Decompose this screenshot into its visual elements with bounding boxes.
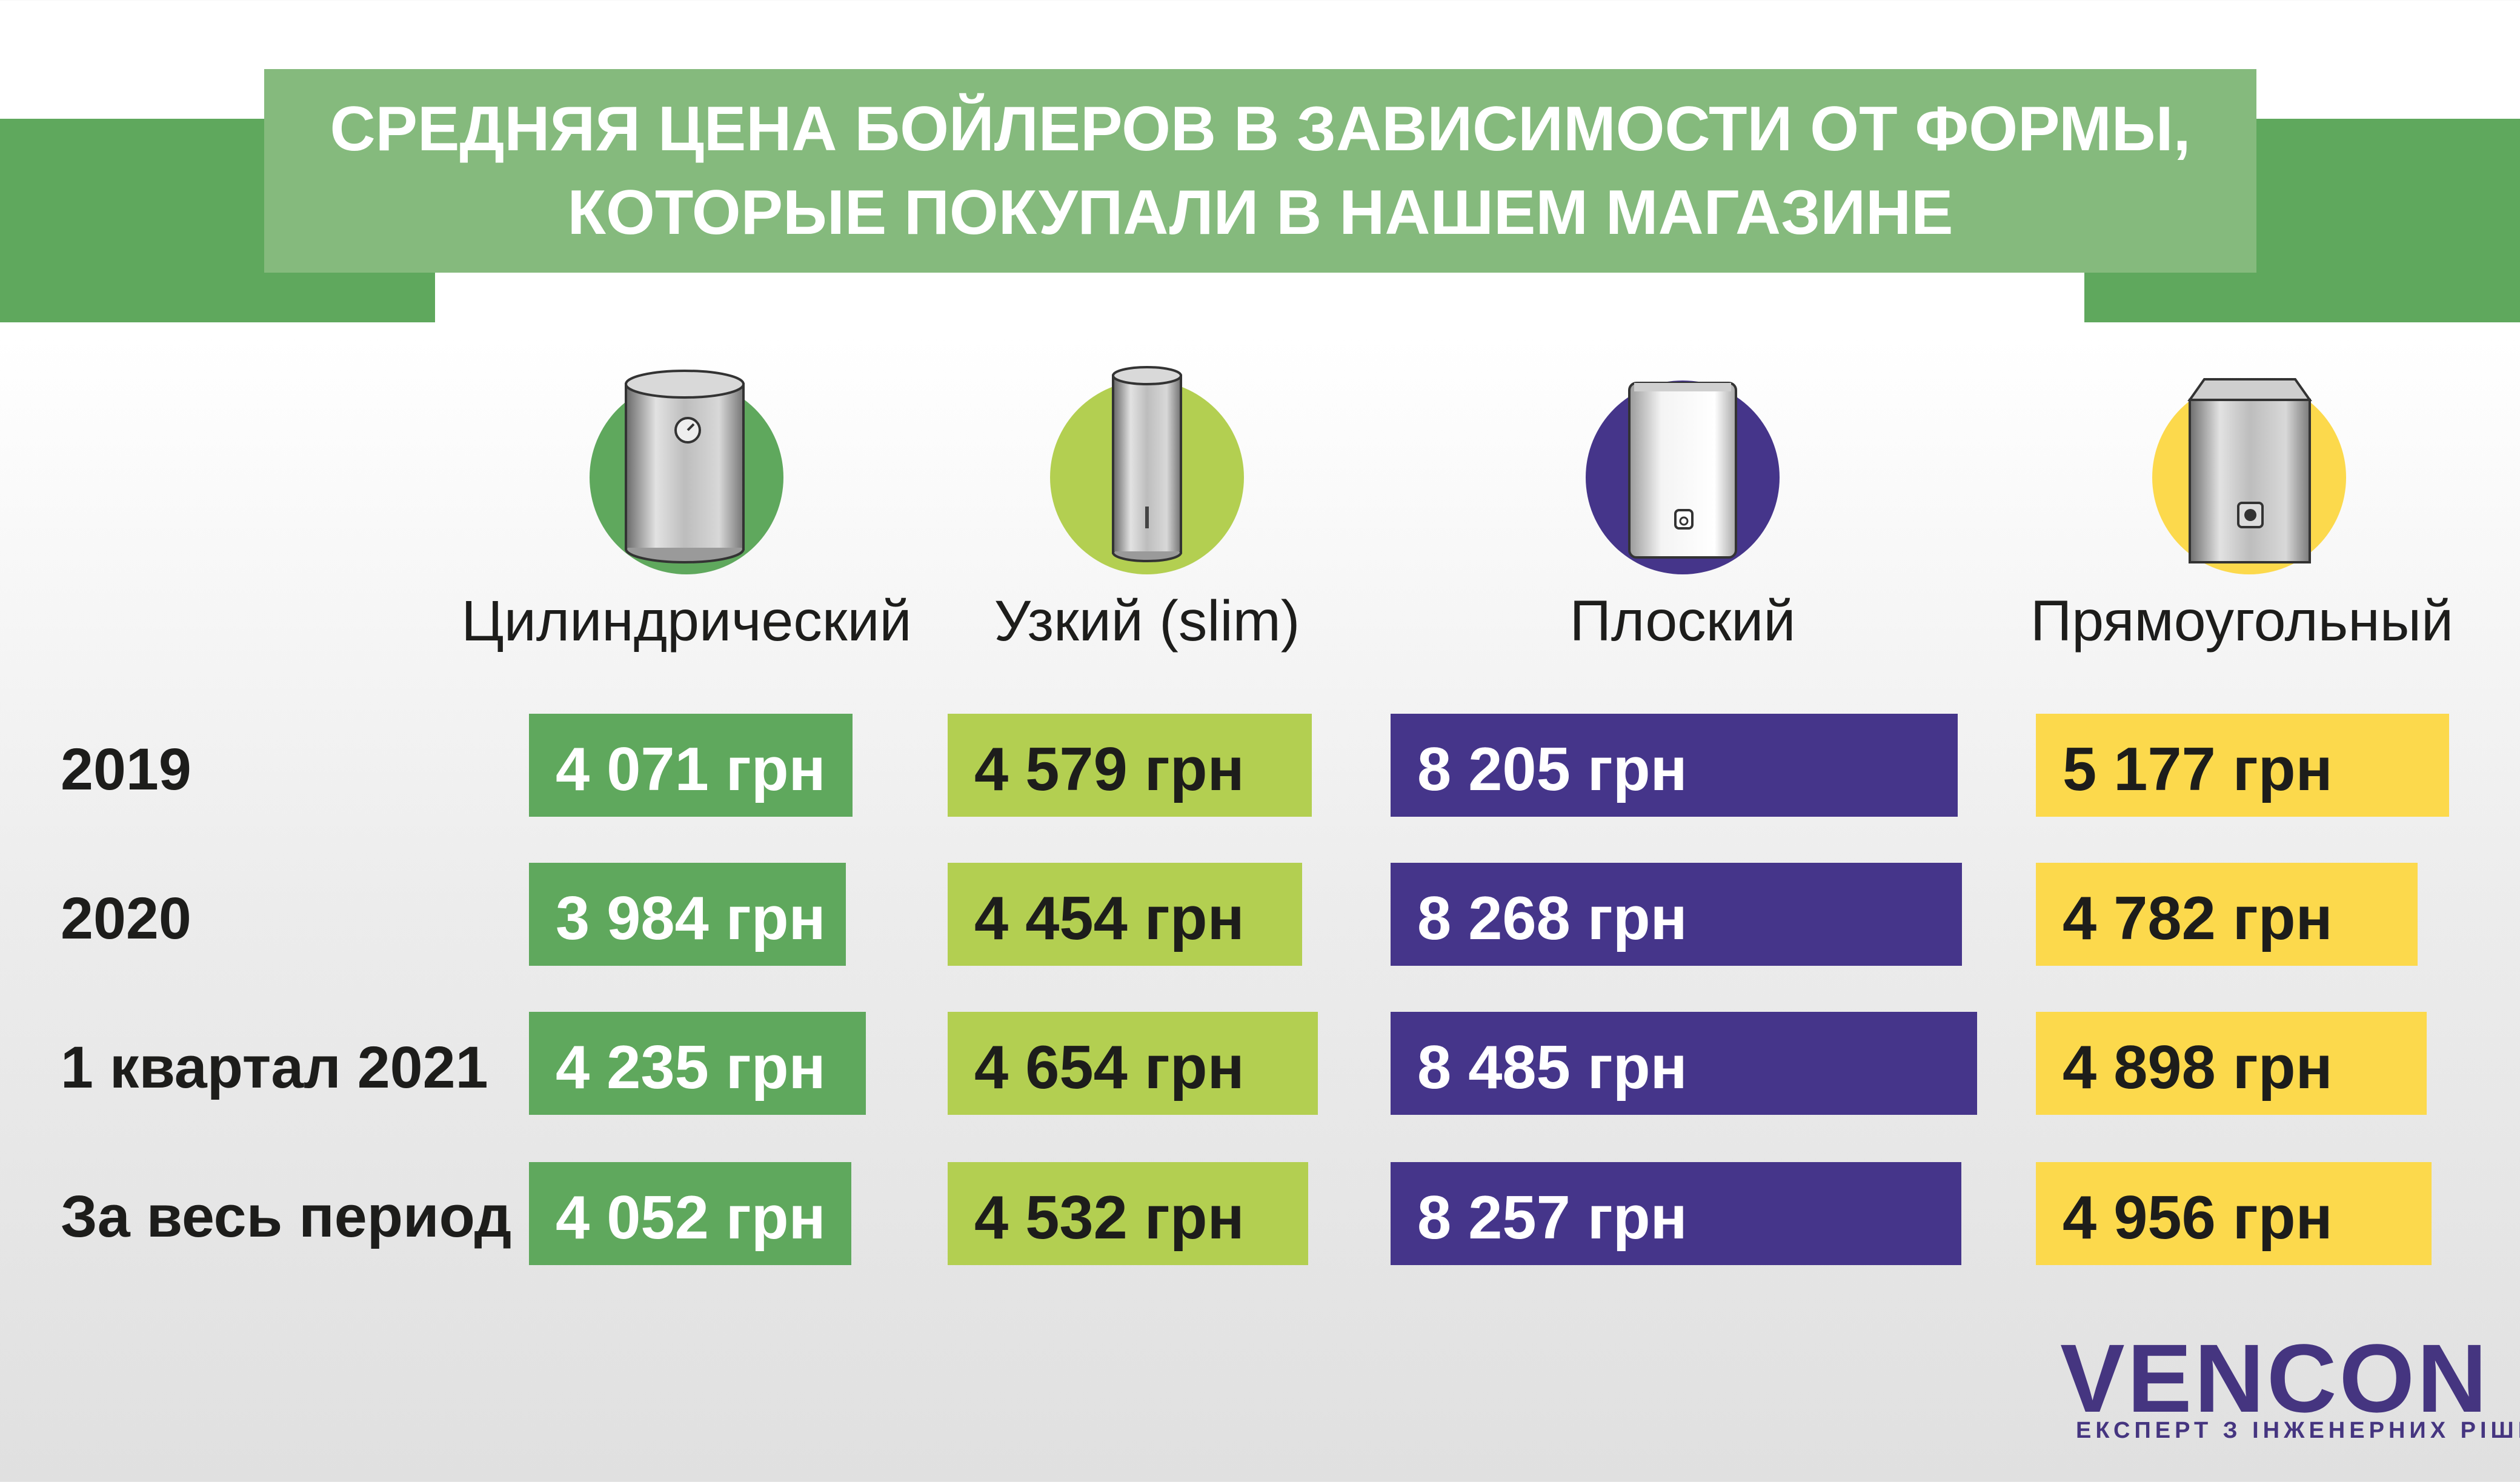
bar-label-cylindrical-3: 4 052 грн bbox=[556, 1183, 826, 1252]
flat-boiler-icon bbox=[1574, 362, 1792, 605]
bar-flat-1: 8 268 грн bbox=[1391, 863, 1962, 966]
logo-tagline: ЕКСПЕРТ З ІНЖЕНЕРНИХ РІШЕНЬ bbox=[2076, 1418, 2520, 1443]
bar-label-slim-0: 4 579 грн bbox=[974, 735, 1245, 803]
bar-cylindrical-0: 4 071 грн bbox=[529, 714, 853, 817]
bar-label-flat-1: 8 268 грн bbox=[1417, 884, 1687, 952]
bar-label-rectangular-0: 5 177 грн bbox=[2063, 735, 2333, 803]
bar-slim-2: 4 654 грн bbox=[948, 1012, 1318, 1115]
bar-label-slim-1: 4 454 грн bbox=[974, 884, 1245, 952]
bar-flat-2: 8 485 грн bbox=[1391, 1012, 1977, 1115]
bar-rectangular-3: 4 956 грн bbox=[2036, 1162, 2432, 1265]
row-label-q1-2021: 1 квартал 2021 bbox=[61, 1034, 488, 1100]
column-label-cylindrical: Цилиндрический bbox=[461, 589, 912, 653]
bar-flat-0: 8 205 грн bbox=[1391, 714, 1958, 817]
bar-rectangular-1: 4 782 грн bbox=[2036, 863, 2418, 966]
row-label-2020: 2020 bbox=[61, 885, 191, 951]
slim-boiler-icon bbox=[1038, 362, 1256, 605]
bar-label-slim-3: 4 532 грн bbox=[974, 1183, 1245, 1252]
vencon-logo: VENCON ЕКСПЕРТ З ІНЖЕНЕРНИХ РІШЕНЬ bbox=[2060, 1327, 2520, 1444]
bar-rectangular-0: 5 177 грн bbox=[2036, 714, 2449, 817]
bar-label-slim-2: 4 654 грн bbox=[974, 1033, 1245, 1102]
bar-cylindrical-3: 4 052 грн bbox=[529, 1162, 851, 1265]
bar-slim-0: 4 579 грн bbox=[948, 714, 1312, 817]
bar-label-flat-0: 8 205 грн bbox=[1417, 735, 1687, 803]
column-label-rectangular: Прямоугольный bbox=[2030, 589, 2454, 653]
chart-title: Средняя цена бойлеров в зависимости от ф… bbox=[330, 94, 2191, 248]
bar-cylindrical-1: 3 984 грн bbox=[529, 863, 846, 966]
bar-cylindrical-2: 4 235 грн bbox=[529, 1012, 866, 1115]
bar-rectangular-2: 4 898 грн bbox=[2036, 1012, 2427, 1115]
column-label-slim: Узкий (slim) bbox=[994, 589, 1300, 653]
bar-label-cylindrical-0: 4 071 грн bbox=[556, 735, 826, 803]
title-banner: Средняя цена бойлеров в зависимости от ф… bbox=[264, 69, 2256, 273]
row-label-total: За весь период bbox=[61, 1183, 512, 1249]
bar-flat-3: 8 257 грн bbox=[1391, 1162, 1961, 1265]
rectangular-boiler-icon bbox=[2140, 362, 2358, 605]
row-label-2019: 2019 bbox=[61, 736, 191, 802]
bar-label-cylindrical-2: 4 235 грн bbox=[556, 1033, 826, 1102]
cylindrical-boiler-icon bbox=[577, 362, 796, 605]
bar-label-cylindrical-1: 3 984 грн bbox=[556, 884, 826, 952]
column-label-flat: Плоский bbox=[1569, 589, 1796, 653]
bar-label-flat-2: 8 485 грн bbox=[1417, 1033, 1687, 1102]
bar-label-rectangular-3: 4 956 грн bbox=[2063, 1183, 2333, 1252]
bar-label-flat-3: 8 257 грн bbox=[1417, 1183, 1687, 1252]
bar-slim-3: 4 532 грн bbox=[948, 1162, 1308, 1265]
bar-label-rectangular-2: 4 898 грн bbox=[2063, 1033, 2333, 1102]
bar-slim-1: 4 454 грн bbox=[948, 863, 1302, 966]
bar-label-rectangular-1: 4 782 грн bbox=[2063, 884, 2333, 952]
logo-wordmark: VENCON bbox=[2060, 1324, 2490, 1432]
